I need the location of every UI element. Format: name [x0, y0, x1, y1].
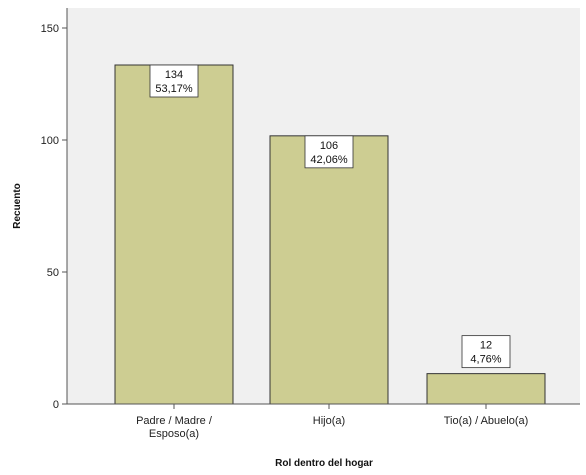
data-label-count: 134 [165, 69, 183, 81]
x-tick-label: Hijo(a) [313, 415, 345, 427]
bar [114, 64, 234, 405]
data-label-percent: 53,17% [155, 83, 193, 95]
data-label-box [461, 335, 511, 369]
data-label: 12 4,76% [461, 335, 511, 369]
data-label-box [304, 135, 354, 169]
data-label-count: 106 [320, 140, 338, 152]
data-label: 134 53,17% [149, 64, 199, 98]
data-label: 106 42,06% [304, 135, 354, 169]
data-labels: 134 53,17% 106 42,06% 12 4,76% [149, 64, 511, 369]
x-axis-title: Rol dentro del hogar [275, 458, 373, 469]
data-label-box [149, 64, 199, 98]
y-axis: 0 50 100 150 [41, 8, 68, 411]
y-tick-label: 100 [41, 135, 59, 147]
y-tick-label: 150 [41, 23, 59, 35]
data-label-percent: 4,76% [470, 354, 501, 366]
data-label-percent: 42,06% [310, 154, 348, 166]
x-tick-label: Tio(a) / Abuelo(a) [444, 415, 529, 427]
data-label-count: 12 [480, 340, 492, 352]
bar [269, 135, 389, 405]
x-tick-label: Padre / Madre / Esposo(a) [136, 415, 213, 440]
y-axis-title: Recuento [12, 183, 23, 229]
bars [114, 64, 546, 405]
y-tick-label: 0 [53, 399, 59, 411]
y-tick-label: 50 [47, 267, 59, 279]
x-axis-categories: Padre / Madre / Esposo(a) Hijo(a) Tio(a) / … [67, 403, 580, 440]
bar [426, 373, 546, 405]
